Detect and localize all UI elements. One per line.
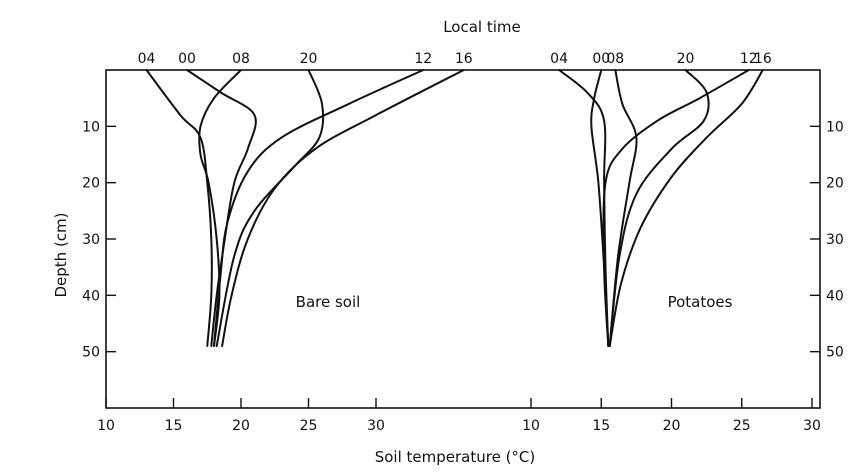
panels-group: 10 10 20 20 30 30 40 40 50 50 10 15 20 25 30 Bare soil 0…	[82, 51, 844, 434]
potatoes-series-20-label: 20	[677, 51, 695, 67]
y-tick-label-left-50: 50	[82, 345, 100, 361]
bare-soil-x-tick-label-15: 15	[165, 418, 183, 434]
potatoes-series-16-label: 16	[754, 51, 772, 67]
potatoes-x-tick-label-20: 20	[663, 418, 681, 434]
potatoes-series-16-line	[608, 69, 764, 347]
bare-soil-series-08-label: 08	[232, 51, 250, 67]
y-tick-label-left-20: 20	[82, 176, 100, 192]
y-axis-title: Depth (cm)	[52, 212, 70, 297]
bare-soil-series-12-label: 12	[414, 51, 432, 67]
potatoes-series-04-label: 04	[550, 51, 568, 67]
potatoes-series-12-line	[602, 69, 750, 347]
bare-soil-x-tick-label-10: 10	[97, 418, 115, 434]
y-tick-label-right-10: 10	[826, 119, 844, 135]
bare-soil-panel-label: Bare soil	[296, 293, 361, 311]
potatoes-panel-label: Potatoes	[668, 293, 733, 311]
chart-title: Local time	[443, 18, 521, 36]
y-tick-label-left-30: 30	[82, 232, 100, 248]
y-tick-label-right-20: 20	[826, 176, 844, 192]
plot-frame	[105, 69, 821, 409]
bare-soil-x-tick-label-30: 30	[367, 418, 385, 434]
potatoes-series-00-label: 00	[592, 51, 610, 67]
bare-soil-series-00-line	[186, 69, 257, 347]
bare-soil-series-04-line	[145, 69, 213, 347]
potatoes-x-tick-label-30: 30	[803, 418, 821, 434]
bare-soil-series-00-label: 00	[178, 51, 196, 67]
bare-soil-series-16-label: 16	[455, 51, 473, 67]
bare-soil-series-04-label: 04	[138, 51, 156, 67]
potatoes-x-tick-label-25: 25	[733, 418, 751, 434]
bare-soil-series-08-line	[198, 69, 242, 347]
potatoes-x-tick-label-15: 15	[592, 418, 610, 434]
bare-soil-series-20-label: 20	[300, 51, 318, 67]
bare-soil-series-12-line	[213, 69, 425, 347]
potatoes-x-tick-label-10: 10	[522, 418, 540, 434]
potatoes-series-08-label: 08	[606, 51, 624, 67]
y-tick-label-left-40: 40	[82, 288, 100, 304]
y-tick-label-right-50: 50	[826, 345, 844, 361]
potatoes-series-20-line	[608, 69, 710, 347]
potatoes-series-04-line	[558, 69, 610, 347]
bare-soil-series-16-line	[221, 69, 465, 347]
potatoes-series-12-label: 12	[740, 51, 758, 67]
y-tick-label-left-10: 10	[82, 119, 100, 135]
y-tick-label-right-30: 30	[826, 232, 844, 248]
x-axis-title: Soil temperature (°C)	[375, 448, 536, 466]
y-tick-label-right-40: 40	[826, 288, 844, 304]
bare-soil-x-tick-label-25: 25	[300, 418, 318, 434]
bare-soil-x-tick-label-20: 20	[232, 418, 250, 434]
